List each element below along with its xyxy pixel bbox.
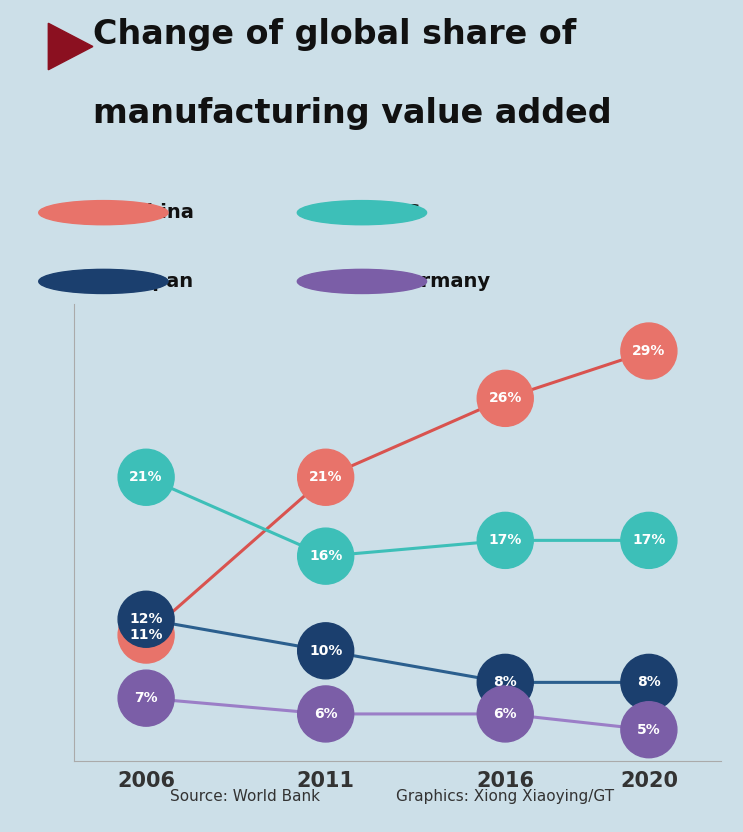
Circle shape: [39, 201, 168, 225]
Text: US: US: [391, 203, 421, 222]
Text: 10%: 10%: [309, 644, 343, 658]
Circle shape: [297, 201, 426, 225]
Ellipse shape: [298, 623, 354, 679]
Ellipse shape: [298, 449, 354, 505]
Text: Graphics: Xiong Xiaoying/GT: Graphics: Xiong Xiaoying/GT: [396, 789, 614, 805]
Text: 7%: 7%: [134, 691, 158, 706]
Text: 21%: 21%: [309, 470, 343, 484]
Text: manufacturing value added: manufacturing value added: [93, 97, 611, 130]
Ellipse shape: [621, 701, 677, 758]
Text: 17%: 17%: [632, 533, 666, 547]
Text: Change of global share of: Change of global share of: [93, 17, 576, 51]
Ellipse shape: [477, 655, 533, 711]
Ellipse shape: [118, 607, 174, 663]
Text: 6%: 6%: [493, 707, 517, 721]
Text: 11%: 11%: [129, 628, 163, 642]
Circle shape: [297, 270, 426, 294]
Ellipse shape: [621, 655, 677, 711]
Text: Germany: Germany: [391, 272, 490, 291]
Ellipse shape: [298, 528, 354, 584]
Ellipse shape: [118, 670, 174, 726]
Polygon shape: [48, 23, 93, 70]
Text: China: China: [132, 203, 195, 222]
Text: 17%: 17%: [489, 533, 522, 547]
Text: Source: World Bank: Source: World Bank: [170, 789, 320, 805]
Ellipse shape: [298, 686, 354, 742]
Ellipse shape: [118, 449, 174, 505]
Text: 26%: 26%: [489, 391, 522, 405]
Text: 6%: 6%: [314, 707, 337, 721]
Ellipse shape: [477, 513, 533, 568]
Ellipse shape: [477, 686, 533, 742]
Text: 8%: 8%: [493, 676, 517, 690]
Text: 5%: 5%: [637, 723, 661, 736]
Circle shape: [39, 270, 168, 294]
Ellipse shape: [621, 323, 677, 379]
Ellipse shape: [621, 513, 677, 568]
Text: 12%: 12%: [129, 612, 163, 626]
Ellipse shape: [118, 592, 174, 647]
Ellipse shape: [477, 370, 533, 426]
Text: 8%: 8%: [637, 676, 661, 690]
Text: 29%: 29%: [632, 344, 666, 358]
Text: 21%: 21%: [129, 470, 163, 484]
Text: 16%: 16%: [309, 549, 343, 563]
Text: Japan: Japan: [132, 272, 194, 291]
